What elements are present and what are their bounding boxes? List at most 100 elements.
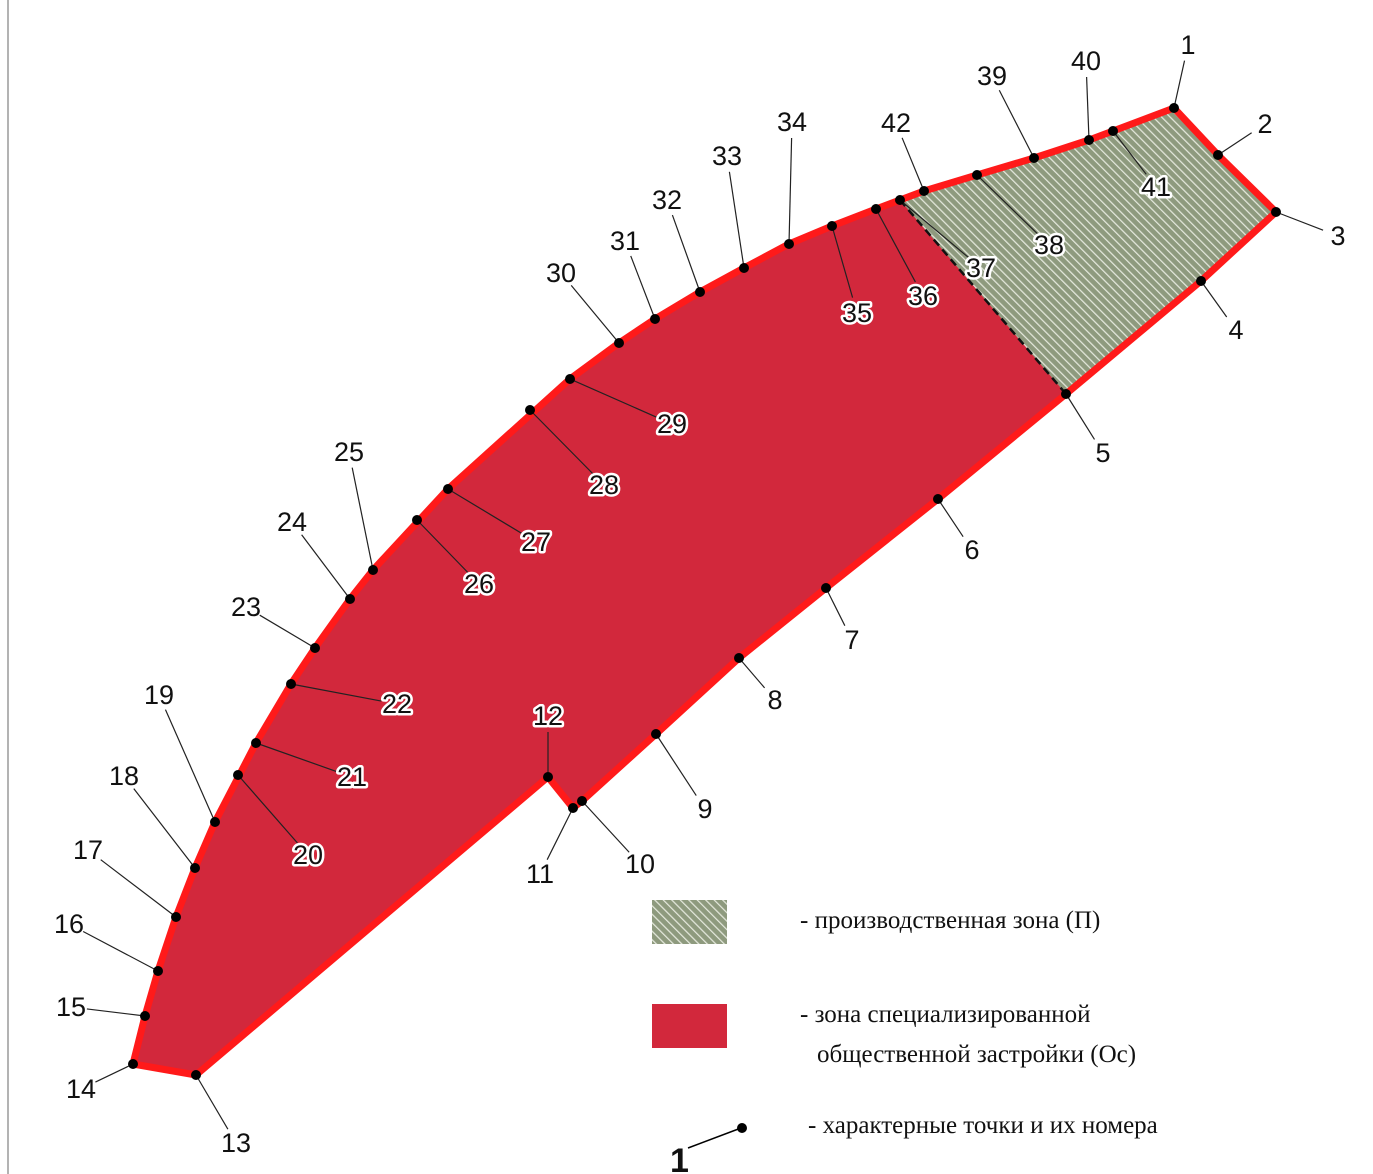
point-label-32: 32 xyxy=(652,185,682,215)
point-marker-37 xyxy=(895,195,905,205)
legend-public-label-line1: - зона специализированной xyxy=(800,1001,1091,1028)
point-label-40: 40 xyxy=(1071,46,1101,76)
point-marker-31 xyxy=(650,314,660,324)
point-leader-9 xyxy=(655,733,697,796)
point-marker-6 xyxy=(933,494,943,504)
point-marker-2 xyxy=(1213,150,1223,160)
point-leader-6 xyxy=(937,498,964,538)
point-label-26: 26 xyxy=(464,569,494,599)
point-leader-lines xyxy=(82,60,1324,1130)
point-label-15: 15 xyxy=(56,992,86,1022)
point-label-29: 29 xyxy=(657,409,687,439)
point-label-3: 3 xyxy=(1330,221,1345,251)
point-marker-1 xyxy=(1169,103,1179,113)
point-label-8: 8 xyxy=(767,685,782,715)
legend-points-label: - характерные точки и их номера xyxy=(808,1112,1158,1139)
point-marker-40 xyxy=(1084,135,1094,145)
point-marker-24 xyxy=(345,594,355,604)
point-marker-5 xyxy=(1061,389,1071,399)
point-marker-36 xyxy=(871,204,881,214)
point-leader-13 xyxy=(195,1074,229,1130)
point-leader-18 xyxy=(133,788,196,869)
point-label-9: 9 xyxy=(697,794,712,824)
point-label-39: 39 xyxy=(977,61,1007,91)
point-label-36: 36 xyxy=(908,281,938,311)
industrial-zone xyxy=(900,108,1276,394)
point-leader-37 xyxy=(899,199,970,259)
point-label-1: 1 xyxy=(1180,30,1195,60)
point-leader-32 xyxy=(671,214,701,293)
point-label-24: 24 xyxy=(277,507,307,537)
point-label-7: 7 xyxy=(844,625,859,655)
point-leader-16 xyxy=(82,930,159,972)
point-leader-15 xyxy=(86,1008,146,1017)
point-leader-39 xyxy=(998,89,1035,159)
point-marker-25 xyxy=(368,565,378,575)
point-label-20: 20 xyxy=(293,840,323,870)
point-label-5: 5 xyxy=(1095,438,1110,468)
point-marker-33 xyxy=(739,263,749,273)
point-leader-27 xyxy=(447,488,523,535)
point-label-37: 37 xyxy=(966,253,996,283)
point-label-14: 14 xyxy=(66,1074,96,1104)
point-label-4: 4 xyxy=(1228,315,1243,345)
point-marker-10 xyxy=(577,796,587,806)
point-leader-24 xyxy=(301,534,351,600)
legend-points-marker xyxy=(737,1123,747,1133)
point-label-27: 27 xyxy=(521,527,551,557)
public-buildings-zone xyxy=(133,108,1276,1075)
point-marker-14 xyxy=(128,1059,138,1069)
point-leader-29 xyxy=(569,378,658,419)
point-marker-4 xyxy=(1196,276,1206,286)
point-leader-30 xyxy=(570,284,620,344)
point-marker-11 xyxy=(568,803,578,813)
point-leader-5 xyxy=(1065,393,1096,440)
point-marker-26 xyxy=(412,515,422,525)
point-leader-31 xyxy=(630,255,656,320)
point-label-10: 10 xyxy=(625,849,655,879)
point-number-labels: 1234567891011121314151617181920212223242… xyxy=(54,30,1346,1158)
point-label-19: 19 xyxy=(144,680,174,710)
point-leader-3 xyxy=(1275,211,1324,231)
point-marker-17 xyxy=(171,912,181,922)
point-marker-9 xyxy=(651,729,661,739)
point-label-12: 12 xyxy=(533,701,563,731)
point-label-16: 16 xyxy=(54,909,84,939)
point-leader-10 xyxy=(581,800,630,853)
point-label-22: 22 xyxy=(382,689,412,719)
point-leader-34 xyxy=(788,137,793,245)
point-marker-12 xyxy=(543,772,553,782)
point-leader-14 xyxy=(95,1063,134,1083)
point-label-6: 6 xyxy=(964,535,979,565)
point-label-11: 11 xyxy=(526,859,554,889)
point-marker-3 xyxy=(1271,207,1281,217)
characteristic-points xyxy=(128,103,1281,1080)
point-leader-1 xyxy=(1173,60,1186,109)
point-marker-22 xyxy=(286,679,296,689)
point-leader-17 xyxy=(100,859,177,918)
legend-points-sample-number: 1 xyxy=(670,1142,689,1174)
legend-public-label-line2: общественной застройки (Ос) xyxy=(817,1041,1136,1068)
zone-divider-line xyxy=(899,199,1067,395)
point-label-42: 42 xyxy=(881,108,911,138)
point-leader-7 xyxy=(825,587,846,626)
point-leader-40 xyxy=(1086,76,1090,141)
point-marker-7 xyxy=(821,583,831,593)
point-leader-41 xyxy=(1112,130,1147,175)
point-marker-15 xyxy=(140,1011,150,1021)
point-marker-16 xyxy=(153,966,163,976)
point-label-18: 18 xyxy=(109,761,139,791)
point-leader-26 xyxy=(416,519,469,573)
point-marker-13 xyxy=(191,1070,201,1080)
point-label-41: 41 xyxy=(1141,172,1171,202)
point-label-28: 28 xyxy=(589,470,619,500)
point-label-13: 13 xyxy=(221,1128,251,1158)
point-leader-19 xyxy=(164,709,216,823)
point-label-23: 23 xyxy=(231,592,261,622)
point-marker-20 xyxy=(233,770,243,780)
point-marker-41 xyxy=(1108,126,1118,136)
point-marker-29 xyxy=(565,374,575,384)
point-label-21: 21 xyxy=(337,762,367,792)
point-leader-38 xyxy=(976,174,1038,235)
